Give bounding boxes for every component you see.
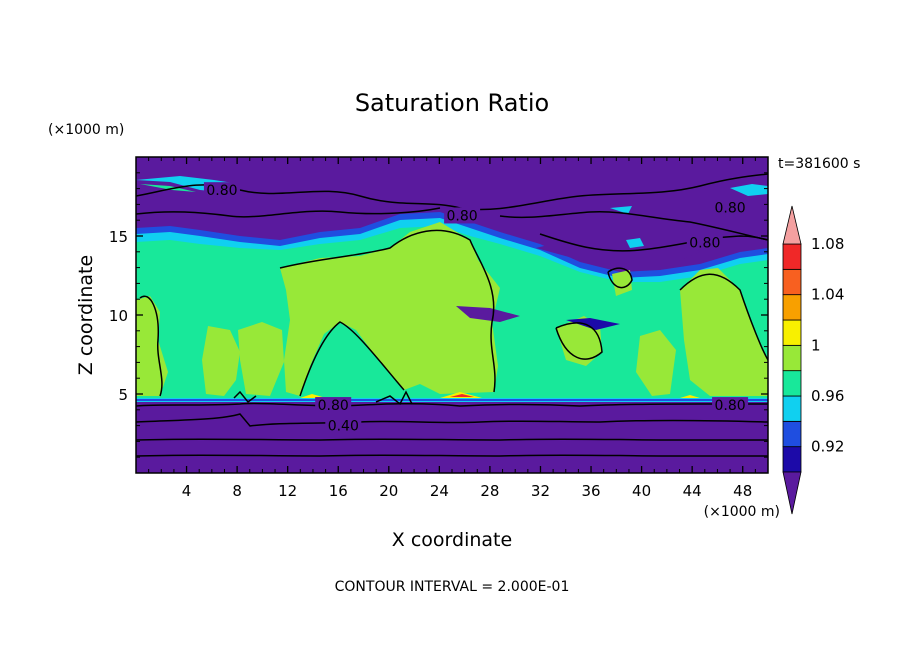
contour-label-box <box>325 417 362 434</box>
colorbar-label: 1.04 <box>811 286 844 304</box>
time-label: t=381600 s <box>778 156 860 172</box>
contour-labels: 0.80 0.80 0.80 0.80 0.80 0.80 0.40 <box>203 182 749 435</box>
x-tick-label: 16 <box>329 482 348 500</box>
colorbar-label: 0.92 <box>811 438 844 456</box>
x-tick-label: 24 <box>430 482 449 500</box>
upper-dry-intrusion-3 <box>566 318 620 330</box>
chart-title: Saturation Ratio <box>355 89 549 117</box>
x-tick-label: 20 <box>379 482 398 500</box>
colorbar-label: 1.08 <box>811 235 844 253</box>
x-unit-label: (×1000 m) <box>704 504 780 520</box>
x-tick-label: 12 <box>278 482 297 500</box>
contour-label: 0.80 <box>206 183 237 199</box>
contour-field: 0.80 0.80 0.80 0.80 0.80 0.80 0.40 <box>136 157 768 473</box>
x-tick-label: 44 <box>683 482 702 500</box>
z-unit-label: (×1000 m) <box>48 122 124 138</box>
x-axis-label: X coordinate <box>392 529 512 551</box>
colorbar-swatch <box>782 370 802 397</box>
colorbar: 0.92 0.96 1 1.04 1.08 <box>782 205 844 515</box>
contour-label: 0.80 <box>714 201 745 217</box>
z-tick-label: 10 <box>109 307 128 325</box>
contour-label-box <box>712 199 749 216</box>
colorbar-label: 1 <box>811 336 821 354</box>
contour-label-box <box>203 182 240 199</box>
x-axis-ticks: 4 8 12 16 20 24 28 32 36 40 44 48 <box>148 157 756 500</box>
colorbar-swatch <box>782 420 802 448</box>
contour-label-box <box>315 397 352 414</box>
x-tick-label: 32 <box>531 482 550 500</box>
z-axis-ticks: 5 10 15 <box>109 172 768 458</box>
contour-label-box <box>712 397 749 414</box>
contour-lines <box>136 173 768 457</box>
cell-f <box>612 270 632 296</box>
colorbar-swatch <box>782 395 802 422</box>
colorbar-label: 0.96 <box>811 387 844 405</box>
cell-c <box>202 326 240 396</box>
cell-g <box>636 330 676 396</box>
z-axis-label: Z coordinate <box>75 255 97 375</box>
contour-label: 0.40 <box>328 419 359 435</box>
x-tick-label: 28 <box>480 482 499 500</box>
colorbar-upper-triangle <box>782 205 802 245</box>
x-tick-label: 40 <box>632 482 651 500</box>
contour-label: 0.80 <box>714 398 745 414</box>
cell-b <box>280 222 500 396</box>
top-cyan-streak-5 <box>610 206 632 214</box>
z-tick-label: 15 <box>109 228 128 246</box>
x-tick-label: 48 <box>733 482 752 500</box>
surface-red-2 <box>450 394 474 397</box>
colorbar-swatch <box>782 243 802 270</box>
colorbar-swatch <box>782 344 802 372</box>
colorbar-swatch <box>782 319 802 346</box>
contour-label: 0.80 <box>318 398 349 414</box>
boundary-purple-band <box>136 402 768 473</box>
top-cyan-streak-4 <box>626 238 644 248</box>
contour-label: 0.80 <box>447 208 478 224</box>
contour-interval-footer: CONTOUR INTERVAL = 2.000E-01 <box>335 579 570 595</box>
surface-yellow-1 <box>300 394 326 398</box>
x-tick-label: 8 <box>232 482 242 500</box>
top-cyan-streak-3 <box>730 184 768 196</box>
colorbar-swatch <box>782 268 802 296</box>
top-cyan-streak-2 <box>140 184 196 192</box>
contour-label-box <box>444 207 481 224</box>
contour-label: 0.80 <box>689 235 720 251</box>
x-tick-label: 4 <box>182 482 192 500</box>
surface-yellow-3 <box>680 395 700 398</box>
cell-e <box>556 316 602 366</box>
colorbar-lower-triangle <box>782 471 802 515</box>
x-tick-label: 36 <box>581 482 600 500</box>
colorbar-swatch <box>782 294 802 321</box>
z-tick-label: 5 <box>118 386 128 404</box>
upper-dry-intrusion-2 <box>456 306 520 322</box>
colorbar-swatch <box>782 446 802 473</box>
cell-d <box>238 322 284 396</box>
contour-label-box <box>686 234 723 251</box>
cell-h <box>680 268 768 396</box>
